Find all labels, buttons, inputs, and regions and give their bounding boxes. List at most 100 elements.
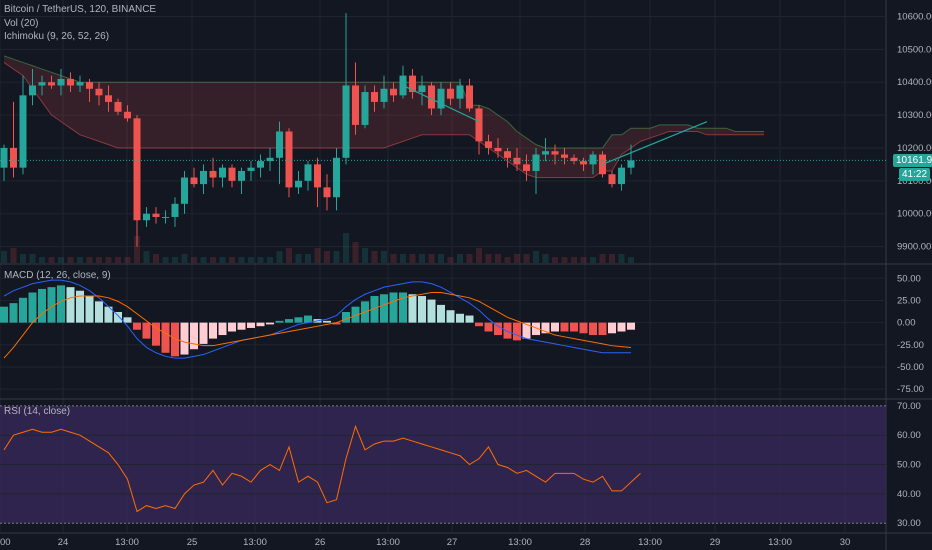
macd-histogram-bar — [104, 306, 113, 323]
macd-histogram-bar — [28, 292, 37, 323]
candle-body — [513, 157, 521, 165]
macd-histogram-bar — [418, 296, 426, 323]
macd-histogram-bar — [541, 322, 550, 334]
volume-bar — [371, 251, 378, 263]
volume-bar — [466, 254, 473, 263]
macd-histogram-bar — [579, 322, 588, 334]
macd-histogram-bar — [465, 315, 474, 323]
price-tick-label: 10600.00 — [897, 11, 932, 22]
volume-bar — [143, 251, 150, 263]
volume-bar — [352, 242, 359, 263]
volume-bar — [229, 257, 235, 263]
volume-bar — [67, 257, 74, 263]
volume-bar — [609, 254, 615, 263]
candle-body — [190, 177, 198, 185]
macd-histogram-bar — [228, 322, 236, 332]
macd-histogram-bar — [114, 311, 122, 323]
candle-body — [551, 151, 559, 155]
macd-histogram-bar — [57, 285, 65, 323]
candle-body — [181, 177, 188, 204]
rsi-line — [3, 424, 641, 513]
candle-body — [608, 174, 616, 185]
volume-bar — [115, 257, 121, 263]
macd-tick-label: -50.00 — [897, 362, 924, 373]
rsi-legend[interactable]: RSI (14, close) — [4, 406, 71, 417]
candle-body — [580, 161, 587, 165]
candle-body — [76, 82, 84, 86]
volume-bar — [514, 254, 520, 263]
trend-line — [602, 121, 708, 165]
candle-body — [342, 85, 350, 158]
candle-body — [276, 131, 283, 158]
volume-bar — [485, 254, 492, 263]
macd-histogram-bar — [142, 322, 151, 339]
macd-histogram-bar — [551, 322, 559, 332]
macd-histogram-bar — [560, 322, 569, 332]
macd-histogram-bar — [617, 322, 626, 332]
macd-histogram-bar — [446, 310, 455, 323]
macd-histogram-bar — [475, 322, 483, 327]
volume-bar — [181, 254, 188, 263]
volume-bar — [571, 257, 577, 263]
candle-body — [143, 213, 150, 221]
volume-bar — [276, 251, 283, 263]
macd-histogram-bar — [323, 320, 331, 323]
price-tick-label: 10300.00 — [897, 110, 932, 121]
candle-body — [48, 82, 55, 86]
macd-histogram-bar — [608, 322, 616, 334]
candle-body — [295, 180, 302, 188]
volume-bar — [134, 236, 140, 263]
time-tick-label: 13:00 — [638, 537, 662, 548]
time-tick-label: 13:00 — [508, 537, 532, 548]
volume-bar — [48, 257, 55, 263]
candle-body — [323, 187, 331, 198]
rsi-tick-label: 50.00 — [897, 460, 921, 471]
time-tick-label: 28 — [580, 537, 591, 548]
macd-histogram-bar — [0, 306, 8, 323]
volume-bar — [428, 254, 435, 263]
macd-histogram-bar — [95, 301, 103, 323]
volume-bar — [580, 257, 587, 263]
volume-bar — [381, 251, 387, 263]
macd-histogram-bar — [332, 322, 341, 325]
candle-body — [304, 164, 312, 181]
macd-histogram-bar — [237, 322, 246, 330]
candle-body — [371, 92, 378, 102]
time-tick-label: 13:00 — [243, 537, 267, 548]
volume-bar — [504, 257, 511, 263]
candle-body — [437, 88, 445, 109]
candle-body — [171, 203, 179, 217]
candle-body — [504, 151, 511, 158]
symbol-legend[interactable]: Bitcoin / TetherUS, 120, BINANCE — [4, 4, 157, 15]
candle-body — [57, 78, 65, 86]
macd-histogram-bar — [522, 322, 531, 339]
time-tick-label: 25 — [187, 537, 198, 548]
volume-bar — [324, 251, 330, 263]
candle-body — [380, 88, 388, 102]
macd-histogram-bar — [218, 322, 227, 336]
volume-bar — [86, 257, 93, 263]
candle-body — [428, 85, 435, 109]
volume-legend[interactable]: Vol (20) — [4, 18, 39, 29]
ichimoku-legend[interactable]: Ichimoku (9, 26, 52, 26) — [4, 31, 110, 42]
volume-bar — [390, 254, 397, 263]
macd-histogram-bar — [38, 288, 46, 323]
price-tick-label: 10500.00 — [897, 44, 932, 55]
time-tick-label: 29 — [710, 537, 721, 548]
macd-histogram-bar — [152, 322, 160, 346]
macd-legend[interactable]: MACD (12, 26, close, 9) — [4, 270, 111, 281]
time-tick-label: 26 — [315, 537, 326, 548]
volume-bar — [590, 257, 596, 263]
candle-body — [209, 170, 217, 178]
candle-body — [19, 95, 27, 168]
candle-body — [105, 95, 112, 102]
volume-bar — [561, 257, 568, 263]
candle-body — [38, 82, 46, 86]
macd-histogram-bar — [285, 319, 293, 323]
candle-body — [95, 88, 103, 96]
volume-bar — [172, 257, 178, 263]
last-price-tag: 10161.93 — [893, 154, 932, 167]
macd-tick-label: 50.00 — [897, 273, 921, 284]
macd-histogram-bar — [133, 322, 141, 330]
